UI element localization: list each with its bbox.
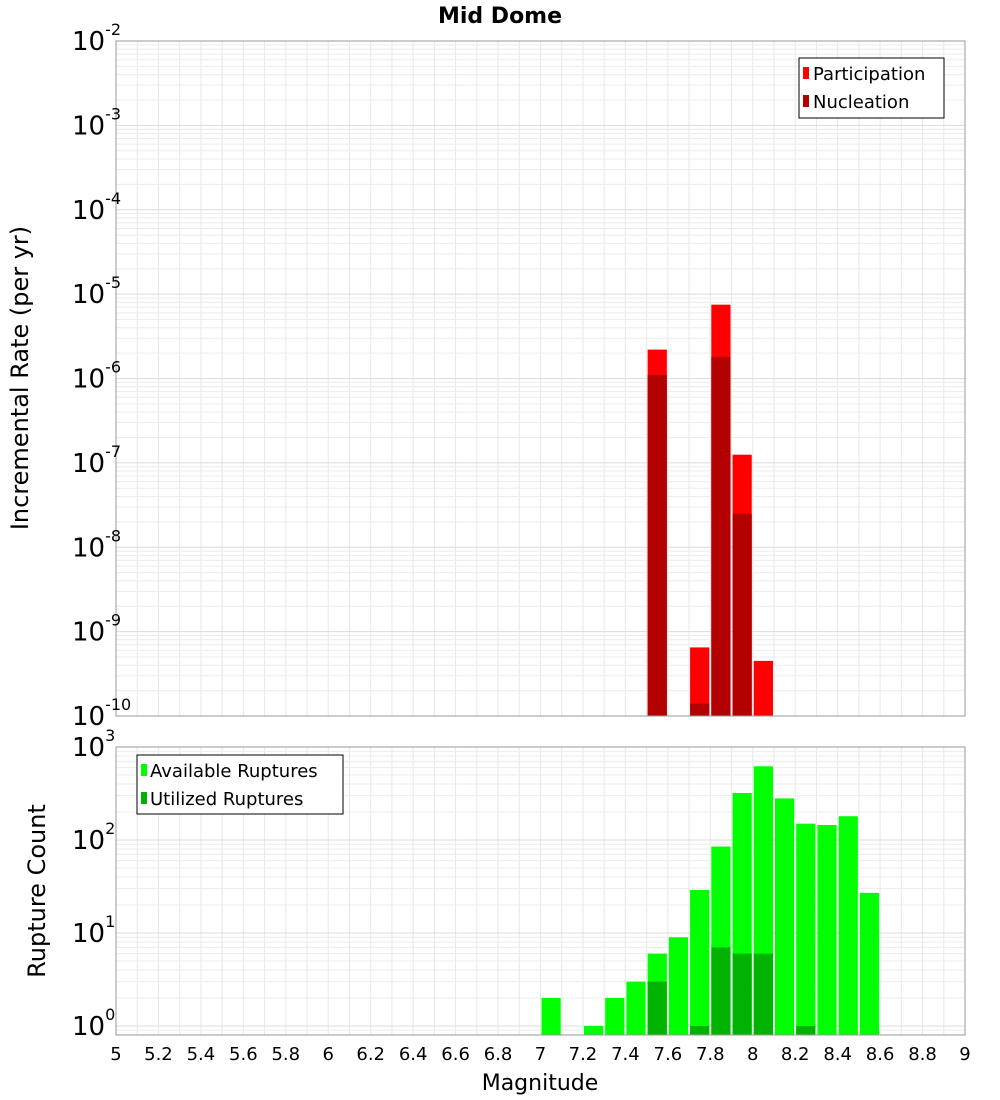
count-bar-primary (817, 824, 837, 1035)
count-bar-primary (605, 997, 625, 1035)
x-tick-label: 7.6 (654, 1044, 683, 1065)
count-bar-secondary (711, 947, 731, 1035)
x-tick-label: 7.2 (569, 1044, 598, 1065)
y-tick-label: 10-9 (72, 611, 121, 648)
count-bar-primary (690, 889, 710, 1035)
x-tick-label: 5.4 (187, 1044, 216, 1065)
y-tick-label: 101 (72, 912, 115, 949)
legend-label-available: Available Ruptures (150, 761, 318, 782)
x-tick-label: 8.4 (823, 1044, 852, 1065)
y-tick-label: 10-8 (72, 526, 121, 563)
x-tick-label: 6.4 (399, 1044, 428, 1065)
top-panel: 10-10 10-9 10-8 10-7 10-6 10-5 10-4 10-3 10-2 In… (6, 20, 966, 732)
x-tick-label: 8 (747, 1044, 758, 1065)
x-tick-label: 8.8 (908, 1044, 937, 1065)
count-bar-secondary (690, 1025, 710, 1035)
count-bar-primary (583, 1025, 604, 1035)
rate-bar-secondary (647, 375, 667, 716)
rate-bar-secondary (732, 513, 752, 716)
y-tick-label: 10-3 (72, 104, 121, 141)
legend-label-participation: Participation (813, 64, 925, 85)
x-tick-label: 6.8 (484, 1044, 513, 1065)
x-tick-label: 5.8 (271, 1044, 300, 1065)
count-bar-primary (774, 798, 795, 1035)
rate-bar-primary (690, 647, 710, 716)
count-bar-secondary (732, 953, 752, 1035)
bottom-y-axis-label: Rupture Count (23, 804, 51, 978)
rate-bar-secondary (690, 703, 710, 716)
top-legend-box (798, 57, 945, 119)
y-tick-label: 100 (72, 1005, 115, 1042)
bottom-plot-frame (115, 746, 966, 1036)
x-axis-label: Magnitude (482, 1071, 599, 1096)
y-tick-label: 10-4 (72, 189, 121, 226)
legend-swatch-available (141, 764, 147, 776)
top-y-axis-label: Incremental Rate (per yr) (6, 226, 34, 530)
x-tick-label: 7 (535, 1044, 546, 1065)
x-tick-label: 9 (959, 1044, 970, 1065)
y-tick-label: 10-5 (72, 273, 121, 310)
count-bar-secondary (647, 981, 667, 1035)
x-tick-label: 5 (110, 1044, 121, 1065)
count-bar-primary (796, 823, 816, 1035)
y-tick-label: 102 (72, 819, 115, 856)
x-tick-label: 5.6 (229, 1044, 258, 1065)
x-tick-label: 7.4 (611, 1044, 640, 1065)
chart-title: Mid Dome (438, 4, 562, 29)
top-bars (647, 304, 773, 716)
bottom-bars (541, 766, 880, 1035)
count-bar-primary (859, 892, 880, 1035)
y-tick-label: 10-6 (72, 358, 121, 395)
y-tick-label: 10-10 (72, 695, 131, 732)
y-tick-label: 10-2 (72, 20, 121, 57)
legend-label-utilized: Utilized Ruptures (150, 789, 303, 810)
count-bar-primary (626, 981, 646, 1035)
x-tick-label: 7.8 (696, 1044, 725, 1065)
count-bar-primary (668, 937, 689, 1035)
legend-swatch-participation (803, 67, 809, 79)
legend-swatch-utilized (141, 792, 147, 804)
x-tick-label: 8.6 (866, 1044, 895, 1065)
bottom-legend: Available Ruptures Utilized Ruptures (136, 754, 344, 815)
count-bar-primary (541, 997, 561, 1035)
y-tick-label: 10-7 (72, 442, 121, 479)
x-tick-label: 6.2 (356, 1044, 385, 1065)
x-tick-label: 6 (323, 1044, 334, 1065)
count-bar-primary (838, 816, 858, 1035)
legend-label-nucleation: Nucleation (813, 92, 909, 113)
bottom-legend-box (136, 754, 344, 815)
count-bar-secondary (796, 1025, 816, 1035)
x-tick-label: 8.2 (781, 1044, 810, 1065)
x-tick-label: 6.6 (441, 1044, 470, 1065)
rate-bar-secondary (711, 356, 731, 716)
top-plot-frame (115, 40, 966, 717)
rate-bar-primary (753, 660, 773, 716)
x-tick-label: 5.2 (144, 1044, 173, 1065)
x-ticks: 5 5.2 5.4 5.6 5.8 6 6.2 6.4 6.6 6.8 7 7.2 7.4 7.6 7.8 8… (110, 1044, 970, 1065)
top-gridlines (115, 40, 966, 717)
count-bar-secondary (753, 953, 773, 1035)
legend-swatch-nucleation (803, 95, 809, 107)
top-legend: Participation Nucleation (798, 57, 945, 119)
